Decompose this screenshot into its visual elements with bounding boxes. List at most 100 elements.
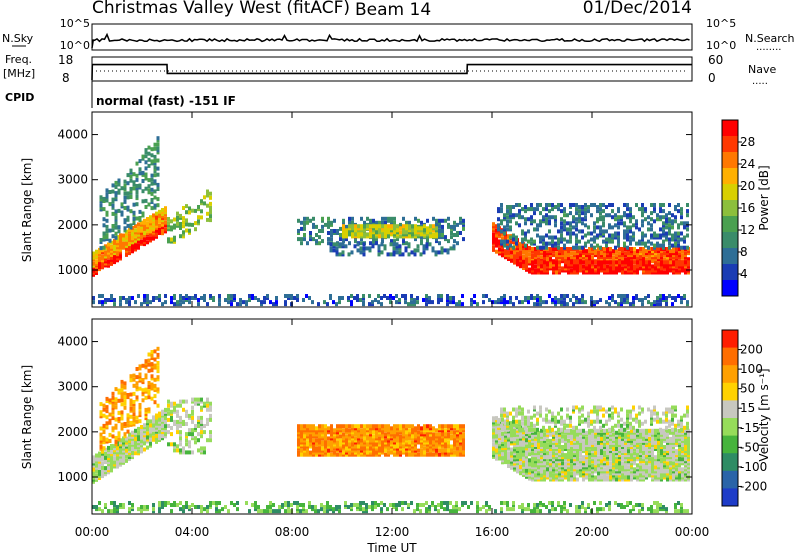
heatmap-cell	[99, 436, 103, 441]
heatmap-cell	[594, 260, 597, 265]
heatmap-cell	[92, 253, 95, 258]
heatmap-cell	[528, 442, 531, 447]
heatmap-cell	[608, 203, 611, 207]
heatmap-cell	[182, 232, 185, 237]
heatmap-cell	[158, 213, 161, 218]
heatmap-cell	[599, 225, 602, 230]
heatmap-cell	[549, 438, 552, 443]
heatmap-cell	[147, 178, 151, 183]
heatmap-cell	[146, 427, 149, 432]
heatmap-cell	[113, 456, 116, 461]
heatmap-cell	[600, 255, 603, 260]
heatmap-cell	[456, 446, 459, 451]
heatmap-cell	[101, 453, 104, 458]
heatmap-cell	[182, 419, 185, 424]
heatmap-cell	[398, 246, 402, 251]
heatmap-cell	[450, 430, 453, 435]
heatmap-cell	[510, 447, 513, 452]
heatmap-cell	[576, 262, 579, 267]
heatmap-cell	[498, 247, 501, 252]
heatmap-cell	[504, 456, 507, 461]
heatmap-cell	[120, 384, 124, 388]
heatmap-cell	[500, 229, 503, 234]
heatmap-cell	[587, 231, 590, 236]
heatmap-cell	[671, 237, 674, 242]
heatmap-cell	[614, 300, 617, 305]
heatmap-cell	[449, 296, 452, 300]
heatmap-cell	[197, 207, 200, 212]
heatmap-cell	[107, 450, 110, 454]
heatmap-cell	[330, 424, 333, 429]
heatmap-cell	[534, 264, 537, 269]
heatmap-cell	[152, 435, 155, 440]
heatmap-cell	[546, 249, 549, 254]
heatmap-cell	[351, 224, 354, 229]
heatmap-cell	[453, 438, 456, 443]
heatmap-cell	[149, 219, 152, 224]
heatmap-cell	[641, 231, 644, 236]
heatmap-cell	[318, 426, 321, 431]
heatmap-cell	[575, 233, 578, 238]
heatmap-cell	[345, 224, 348, 229]
heatmap-cell	[272, 302, 275, 307]
heatmap-cell	[135, 381, 139, 386]
heatmap-cell	[549, 453, 552, 458]
heatmap-cell	[318, 424, 321, 429]
heatmap-cell	[209, 210, 212, 214]
heatmap-cell	[686, 233, 689, 238]
heatmap-cell	[408, 446, 411, 451]
heatmap-cell	[594, 451, 597, 456]
heatmap-cell	[393, 232, 396, 237]
heatmap-cell	[405, 232, 408, 237]
heatmap-cell	[581, 207, 584, 212]
heatmap-cell	[372, 218, 375, 223]
heatmap-cell	[143, 437, 146, 442]
heatmap-cell	[504, 419, 507, 424]
heatmap-cell	[594, 268, 597, 273]
heatmap-cell	[617, 231, 620, 236]
heatmap-cell	[321, 216, 324, 221]
heatmap-cell	[590, 213, 593, 218]
heatmap-cell	[414, 426, 417, 431]
heatmap-cell	[573, 260, 576, 265]
heatmap-cell	[608, 223, 611, 228]
heatmap-cell	[626, 245, 629, 250]
heatmap-cell	[399, 446, 402, 451]
heatmap-cell	[423, 450, 426, 455]
heatmap-cell	[128, 251, 131, 256]
heatmap-cell	[500, 219, 503, 224]
heatmap-cell	[123, 399, 127, 404]
heatmap-cell	[114, 235, 118, 240]
heatmap-cell	[296, 298, 299, 302]
heatmap-cell	[111, 426, 115, 431]
heatmap-cell	[426, 452, 429, 457]
heatmap-cell	[341, 250, 345, 255]
heatmap-cell	[600, 469, 603, 474]
heatmap-cell	[200, 405, 203, 410]
heatmap-cell	[438, 448, 441, 453]
heatmap-cell	[408, 424, 411, 429]
heatmap-cell	[197, 397, 200, 402]
heatmap-cell	[498, 239, 501, 244]
heatmap-cell	[297, 432, 300, 437]
heatmap-cell	[185, 228, 188, 233]
heatmap-cell	[113, 298, 116, 302]
heatmap-cell	[413, 298, 416, 302]
heatmap-cell	[602, 239, 605, 244]
heatmap-cell	[513, 254, 516, 259]
heatmap-cell	[422, 244, 426, 249]
heatmap-cell	[408, 234, 411, 239]
heatmap-cell	[141, 211, 145, 216]
heatmap-cell	[158, 413, 161, 418]
heatmap-cell	[380, 296, 383, 300]
heatmap-cell	[387, 450, 390, 455]
heatmap-cell	[572, 215, 575, 220]
heatmap-cell	[665, 217, 668, 222]
heatmap-cell	[684, 268, 687, 273]
heatmap-cell	[383, 246, 387, 251]
heatmap-cell	[584, 203, 587, 207]
heatmap-cell	[674, 219, 677, 224]
heatmap-cell	[605, 243, 608, 248]
heatmap-cell	[389, 242, 393, 247]
heatmap-cell	[525, 257, 528, 262]
